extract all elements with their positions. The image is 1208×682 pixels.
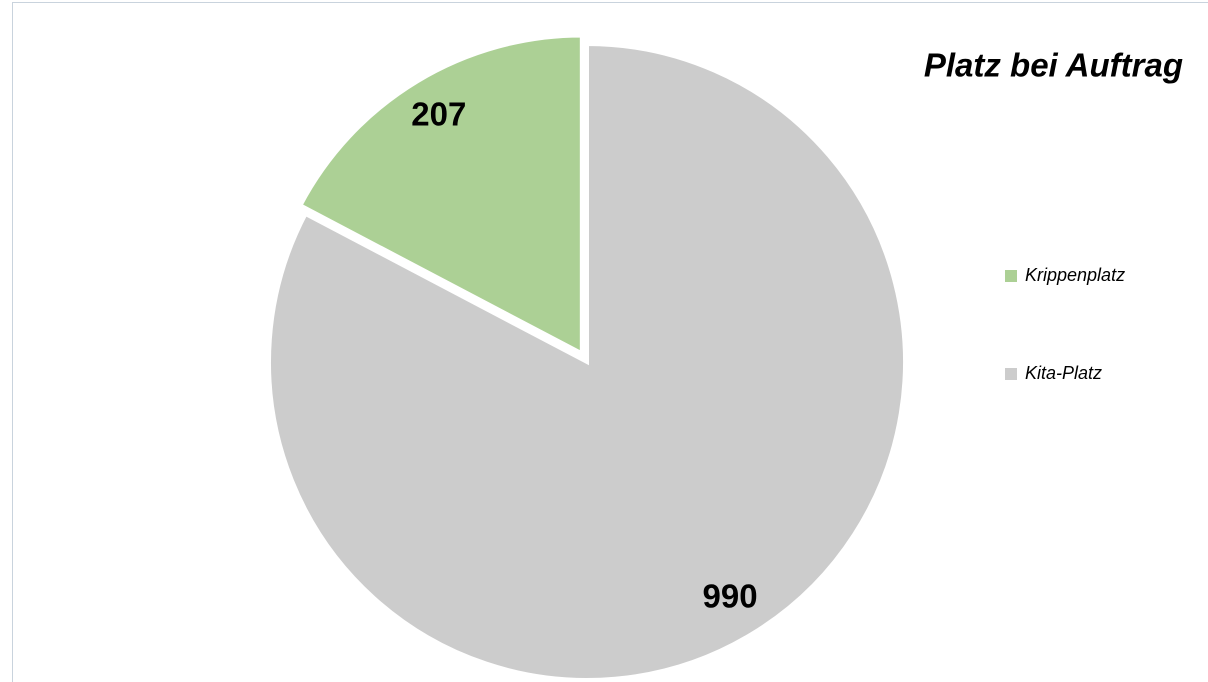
legend-label: Krippenplatz: [1025, 265, 1125, 285]
legend-swatch: [1005, 368, 1017, 380]
legend-swatch: [1005, 270, 1017, 282]
data-label: 207: [411, 95, 466, 132]
data-label: 990: [702, 578, 757, 615]
pie-slice: [267, 41, 907, 682]
chart-title: Platz bei Auftrag: [924, 47, 1183, 84]
pie-slice: [297, 33, 584, 357]
legend-label: Kita-Platz: [1025, 363, 1102, 383]
